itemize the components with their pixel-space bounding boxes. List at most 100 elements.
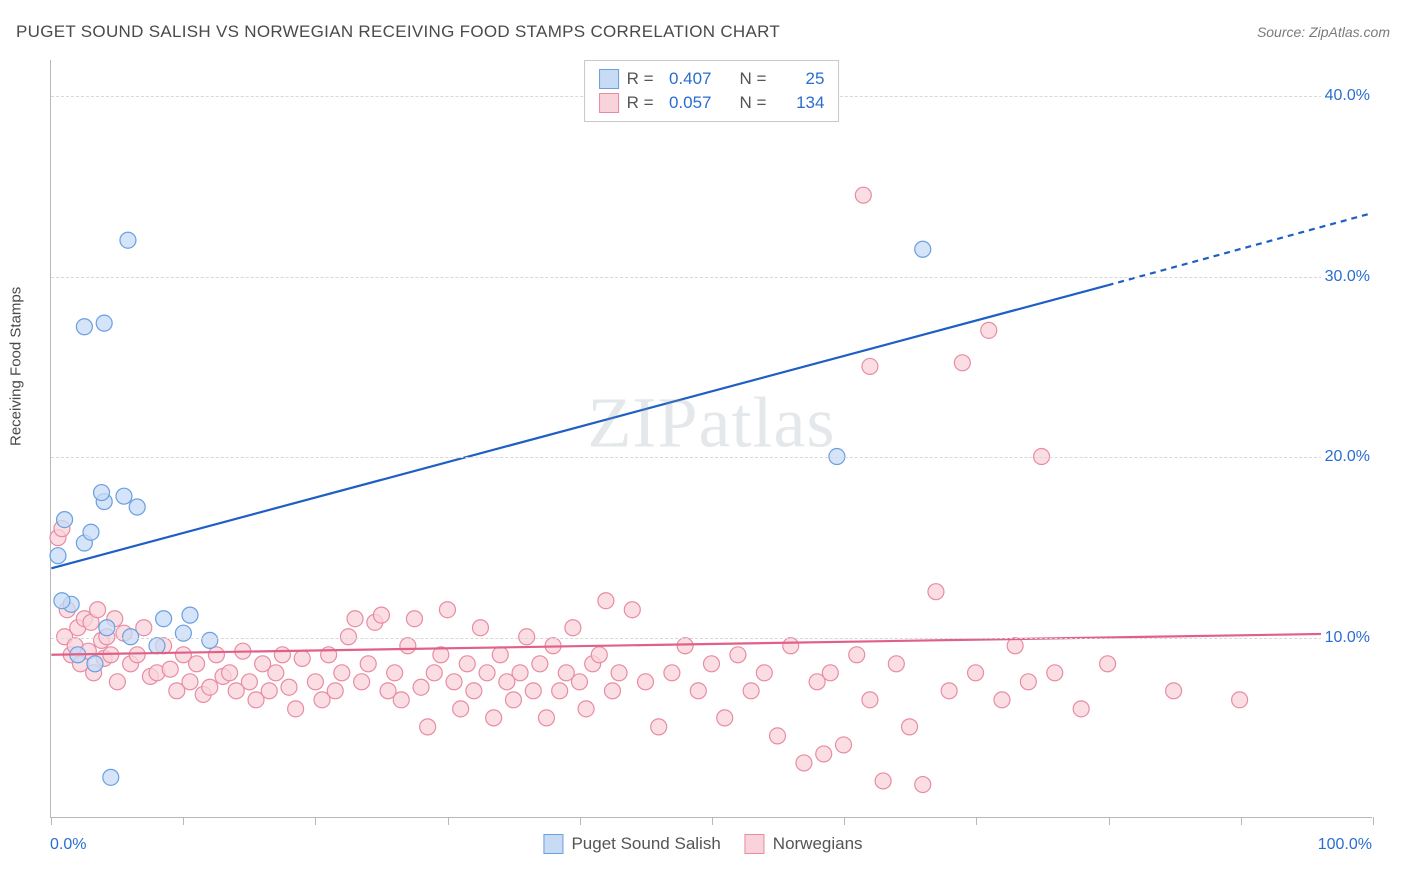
data-point bbox=[103, 769, 119, 785]
x-tick bbox=[315, 817, 316, 825]
data-point bbox=[162, 661, 178, 677]
data-point bbox=[743, 683, 759, 699]
y-tick-label: 40.0% bbox=[1321, 87, 1374, 105]
data-point bbox=[406, 611, 422, 627]
data-point bbox=[156, 611, 172, 627]
data-point bbox=[525, 683, 541, 699]
n-value-pink: 134 bbox=[774, 93, 824, 113]
data-point bbox=[400, 638, 416, 654]
data-point bbox=[99, 620, 115, 636]
data-point bbox=[281, 679, 297, 695]
data-point bbox=[268, 665, 284, 681]
data-point bbox=[466, 683, 482, 699]
chart-header: PUGET SOUND SALISH VS NORWEGIAN RECEIVIN… bbox=[16, 22, 1390, 42]
data-point bbox=[96, 315, 112, 331]
data-point bbox=[120, 232, 136, 248]
data-point bbox=[288, 701, 304, 717]
data-point bbox=[756, 665, 772, 681]
data-point bbox=[968, 665, 984, 681]
bottom-legend: Puget Sound Salish Norwegians bbox=[543, 834, 862, 854]
data-point bbox=[1047, 665, 1063, 681]
data-point bbox=[492, 647, 508, 663]
data-point bbox=[202, 632, 218, 648]
data-point bbox=[347, 611, 363, 627]
plot-area: R = 0.407 N = 25 R = 0.057 N = 134 ZIPat… bbox=[50, 60, 1372, 818]
n-label: N = bbox=[740, 93, 767, 113]
data-point bbox=[770, 728, 786, 744]
legend-item-blue: Puget Sound Salish bbox=[543, 834, 720, 854]
data-point bbox=[472, 620, 488, 636]
data-point bbox=[565, 620, 581, 636]
data-point bbox=[578, 701, 594, 717]
stats-legend: R = 0.407 N = 25 R = 0.057 N = 134 bbox=[584, 60, 840, 122]
data-point bbox=[129, 499, 145, 515]
data-point bbox=[915, 241, 931, 257]
gridline bbox=[51, 277, 1372, 278]
x-tick bbox=[976, 817, 977, 825]
data-point bbox=[954, 355, 970, 371]
data-point bbox=[446, 674, 462, 690]
data-point bbox=[604, 683, 620, 699]
data-point bbox=[677, 638, 693, 654]
data-point bbox=[307, 674, 323, 690]
gridline bbox=[51, 638, 1372, 639]
x-tick bbox=[1109, 817, 1110, 825]
data-point bbox=[836, 737, 852, 753]
data-point bbox=[637, 674, 653, 690]
r-label: R = bbox=[627, 69, 654, 89]
legend-swatch-pink bbox=[745, 834, 765, 854]
x-tick bbox=[844, 817, 845, 825]
data-point bbox=[862, 692, 878, 708]
x-tick bbox=[1373, 817, 1374, 825]
data-point bbox=[202, 679, 218, 695]
chart-svg bbox=[51, 60, 1372, 817]
data-point bbox=[274, 647, 290, 663]
data-point bbox=[426, 665, 442, 681]
data-point bbox=[538, 710, 554, 726]
data-point bbox=[175, 625, 191, 641]
data-point bbox=[1020, 674, 1036, 690]
data-point bbox=[360, 656, 376, 672]
data-point bbox=[90, 602, 106, 618]
data-point bbox=[413, 679, 429, 695]
data-point bbox=[512, 665, 528, 681]
data-point bbox=[598, 593, 614, 609]
data-point bbox=[664, 665, 680, 681]
data-point bbox=[182, 674, 198, 690]
data-point bbox=[54, 593, 70, 609]
data-point bbox=[822, 665, 838, 681]
data-point bbox=[591, 647, 607, 663]
data-point bbox=[453, 701, 469, 717]
data-point bbox=[624, 602, 640, 618]
data-point bbox=[116, 488, 132, 504]
data-point bbox=[486, 710, 502, 726]
swatch-blue bbox=[599, 69, 619, 89]
x-tick bbox=[712, 817, 713, 825]
data-point bbox=[651, 719, 667, 735]
data-point bbox=[875, 773, 891, 789]
y-tick-label: 20.0% bbox=[1321, 448, 1374, 466]
data-point bbox=[816, 746, 832, 762]
x-tick-label: 100.0% bbox=[1318, 836, 1372, 854]
x-tick bbox=[580, 817, 581, 825]
data-point bbox=[981, 322, 997, 338]
data-point bbox=[334, 665, 350, 681]
data-point bbox=[505, 692, 521, 708]
data-point bbox=[717, 710, 733, 726]
legend-label-blue: Puget Sound Salish bbox=[571, 834, 720, 854]
stats-row-pink: R = 0.057 N = 134 bbox=[599, 91, 825, 115]
x-tick bbox=[1241, 817, 1242, 825]
chart-source: Source: ZipAtlas.com bbox=[1257, 24, 1390, 40]
data-point bbox=[83, 524, 99, 540]
data-point bbox=[941, 683, 957, 699]
data-point bbox=[109, 674, 125, 690]
data-point bbox=[189, 656, 205, 672]
data-point bbox=[862, 358, 878, 374]
data-point bbox=[94, 485, 110, 501]
data-point bbox=[373, 607, 389, 623]
stats-row-blue: R = 0.407 N = 25 bbox=[599, 67, 825, 91]
data-point bbox=[479, 665, 495, 681]
x-tick-label: 0.0% bbox=[50, 836, 86, 854]
data-point bbox=[915, 777, 931, 793]
legend-label-pink: Norwegians bbox=[773, 834, 863, 854]
